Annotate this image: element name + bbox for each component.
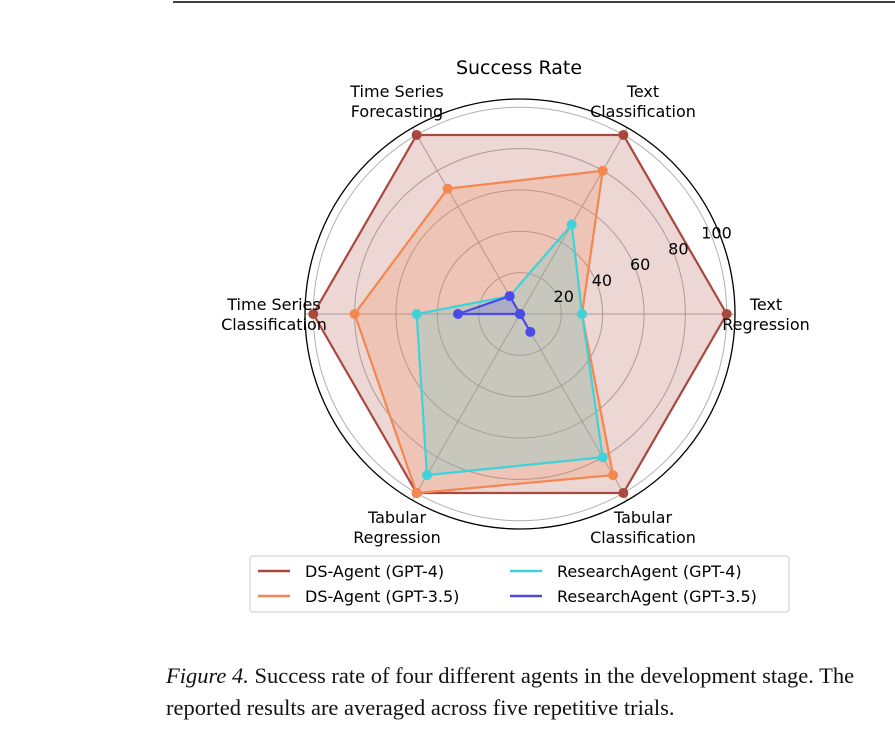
- axis-label: Classification: [590, 528, 696, 547]
- axis-label: Tabular: [367, 508, 426, 527]
- data-point: [421, 470, 432, 481]
- axis-label: Text: [749, 295, 782, 314]
- legend-label: DS-Agent (GPT-3.5): [305, 587, 459, 606]
- grid-spoke: [412, 313, 521, 501]
- legend-label: ResearchAgent (GPT-3.5): [557, 587, 757, 606]
- r-tick-label: 60: [630, 255, 650, 274]
- data-point: [721, 309, 732, 319]
- figure-caption: Figure 4. Success rate of four different…: [166, 660, 886, 724]
- axis-label: Classification: [590, 102, 696, 121]
- series-fill: [416, 224, 603, 476]
- data-point: [597, 165, 608, 176]
- data-point: [452, 309, 463, 319]
- data-point: [618, 129, 629, 140]
- legend-box: [249, 555, 790, 613]
- legend-label: DS-Agent (GPT-4): [305, 562, 444, 581]
- data-point: [577, 309, 588, 319]
- data-point: [442, 183, 453, 194]
- legend-label: ResearchAgent (GPT-4): [557, 562, 742, 581]
- caption-text: Success rate of four different agents in…: [166, 663, 855, 720]
- r-tick-label: 20: [554, 287, 574, 306]
- caption-label: Figure 4.: [166, 663, 249, 688]
- data-point: [608, 470, 619, 481]
- r-tick-label: 40: [592, 271, 612, 290]
- data-point: [566, 219, 577, 230]
- grid-spoke: [412, 127, 521, 315]
- grid-spoke: [519, 313, 628, 501]
- axis-label: Regression: [722, 315, 810, 334]
- data-point: [411, 488, 422, 499]
- data-point: [618, 488, 629, 499]
- axis-label: Forecasting: [351, 102, 443, 121]
- axis-label: Time Series: [349, 82, 443, 101]
- axis-label: Time Series: [226, 295, 320, 314]
- chart-title: Success Rate: [456, 57, 582, 79]
- r-tick-label: 80: [668, 239, 688, 258]
- axis-label: Classification: [221, 315, 327, 334]
- data-point: [308, 309, 319, 319]
- axis-label: Text: [626, 82, 659, 101]
- data-point: [597, 452, 608, 463]
- axis-label: Tabular: [613, 508, 672, 527]
- axis-label: Regression: [353, 528, 441, 547]
- data-point: [525, 326, 536, 337]
- data-point: [411, 309, 422, 319]
- outer-frame: [304, 98, 736, 530]
- data-point: [515, 309, 525, 319]
- r-tick-label: 100: [701, 224, 732, 243]
- data-point: [349, 309, 360, 319]
- data-point: [504, 291, 515, 302]
- legend: DS-Agent (GPT-4) DS-Agent (GPT-3.5) Resear…: [249, 555, 790, 613]
- data-point: [411, 129, 422, 140]
